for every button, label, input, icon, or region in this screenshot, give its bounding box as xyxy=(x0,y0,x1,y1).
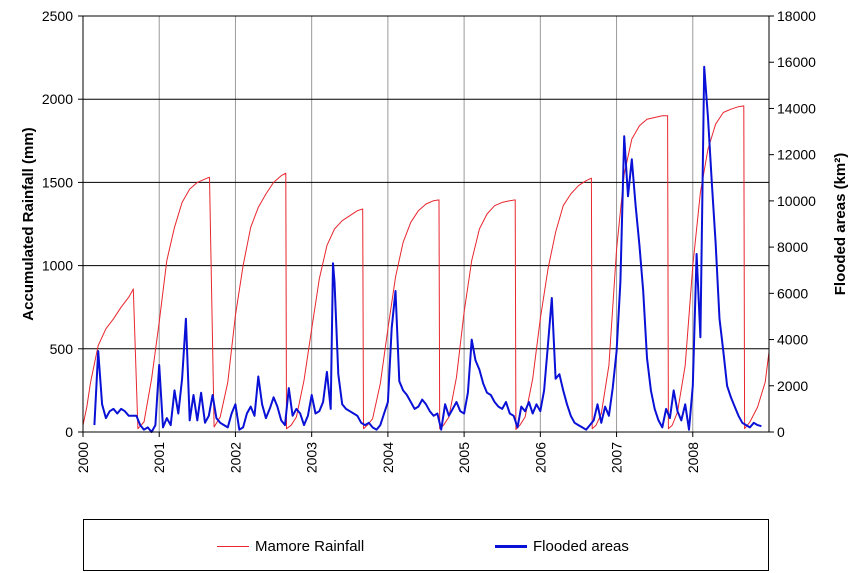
legend-label-flooded: Flooded areas xyxy=(533,538,629,555)
y-right-tick-label: 12000 xyxy=(777,147,816,163)
y-left-tick-label: 1000 xyxy=(42,258,73,274)
y-right-tick-label: 0 xyxy=(777,424,785,440)
y-right-tick-label: 6000 xyxy=(777,285,808,301)
y-left-tick-label: 2500 xyxy=(42,8,73,24)
y-right-tick-label: 18000 xyxy=(777,8,816,24)
legend: Mamore Rainfall Flooded areas xyxy=(83,519,769,571)
y-right-tick-label: 14000 xyxy=(777,100,816,116)
y-left-tick-label: 0 xyxy=(65,424,73,440)
y-right-tick-label: 8000 xyxy=(777,239,808,255)
legend-swatch-flooded xyxy=(495,545,527,548)
x-tick-label: 2003 xyxy=(304,442,320,473)
x-tick-label: 2001 xyxy=(151,442,167,473)
x-tick-label: 2007 xyxy=(609,442,625,473)
y-right-tick-label: 16000 xyxy=(777,54,816,70)
y-left-tick-label: 2000 xyxy=(42,91,73,107)
legend-label-rainfall: Mamore Rainfall xyxy=(255,538,365,555)
y-axis-right-title: Flooded areas (km²) xyxy=(832,153,849,296)
chart: 0500100015002000250002000400060008000100… xyxy=(20,8,849,473)
x-tick-label: 2002 xyxy=(227,442,243,473)
x-tick-label: 2008 xyxy=(685,442,701,473)
legend-swatch-rainfall xyxy=(217,546,249,547)
y-axis-left-title: Accumulated Rainfall (mm) xyxy=(20,127,37,320)
y-left-tick-label: 1500 xyxy=(42,174,73,190)
y-right-tick-label: 2000 xyxy=(777,378,808,394)
series-line-flooded xyxy=(93,65,762,433)
x-tick-label: 2000 xyxy=(75,442,91,473)
y-right-tick-label: 10000 xyxy=(777,193,816,209)
series-layer xyxy=(82,65,770,433)
x-tick-label: 2006 xyxy=(532,442,548,473)
y-right-tick-label: 4000 xyxy=(777,332,808,348)
legend-item-rainfall: Mamore Rainfall xyxy=(217,538,364,555)
series-line-rainfall xyxy=(82,105,770,430)
y-left-tick-label: 500 xyxy=(50,341,74,357)
legend-item-flooded: Flooded areas xyxy=(495,538,629,555)
plot-area xyxy=(82,15,770,433)
x-tick-label: 2004 xyxy=(380,442,396,473)
axes-layer: 0500100015002000250002000400060008000100… xyxy=(42,8,816,473)
x-tick-label: 2005 xyxy=(456,442,472,473)
